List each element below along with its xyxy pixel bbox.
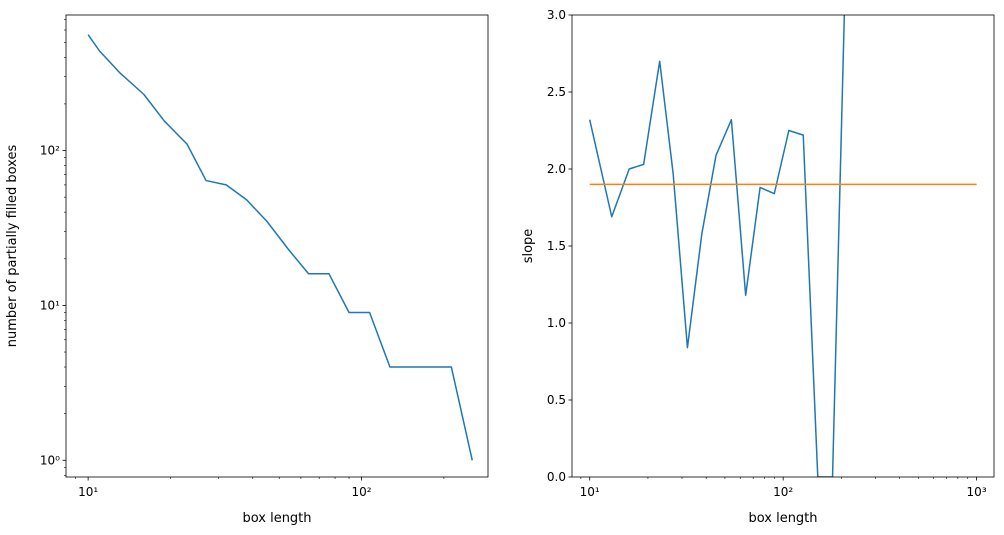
- x-tick-label: 10¹: [78, 485, 98, 499]
- x-tick-label: 10³: [967, 485, 987, 499]
- series-line-0: [588, 15, 846, 477]
- y-tick-label: 1.0: [547, 316, 566, 330]
- axes-frame: [65, 14, 489, 478]
- right-chart: 10¹ 10² 10³ 0.0 0.5 1.0 1.5 2.0 2.5 3.0 box length…: [521, 8, 995, 526]
- axes-frame: [571, 14, 995, 478]
- y-tick-label: 10⁰: [40, 453, 60, 467]
- x-tick-label: 10²: [352, 485, 372, 499]
- y-tick-label: 3.0: [547, 8, 566, 22]
- x-tick-label: 10²: [773, 485, 793, 499]
- y-tick-label: 2.5: [547, 85, 566, 99]
- y-axis-label: slope: [521, 229, 536, 264]
- y-tick-label: 1.5: [547, 239, 566, 253]
- left-chart: 10¹ 10² 10⁰ 10¹ 10² box length number of parti…: [5, 14, 489, 526]
- y-tick-label: 2.0: [547, 162, 566, 176]
- y-tick-label: 0.5: [547, 393, 566, 407]
- y-tick-label: 0.0: [547, 470, 566, 484]
- x-tick-label: 10¹: [580, 485, 600, 499]
- y-axis-label: number of partially filled boxes: [5, 145, 20, 348]
- x-axis-label: box length: [748, 511, 817, 526]
- series-line-0: [87, 34, 473, 461]
- y-tick-label: 10¹: [40, 298, 60, 312]
- x-axis-label: box length: [242, 511, 311, 526]
- y-tick-label: 10²: [40, 144, 60, 158]
